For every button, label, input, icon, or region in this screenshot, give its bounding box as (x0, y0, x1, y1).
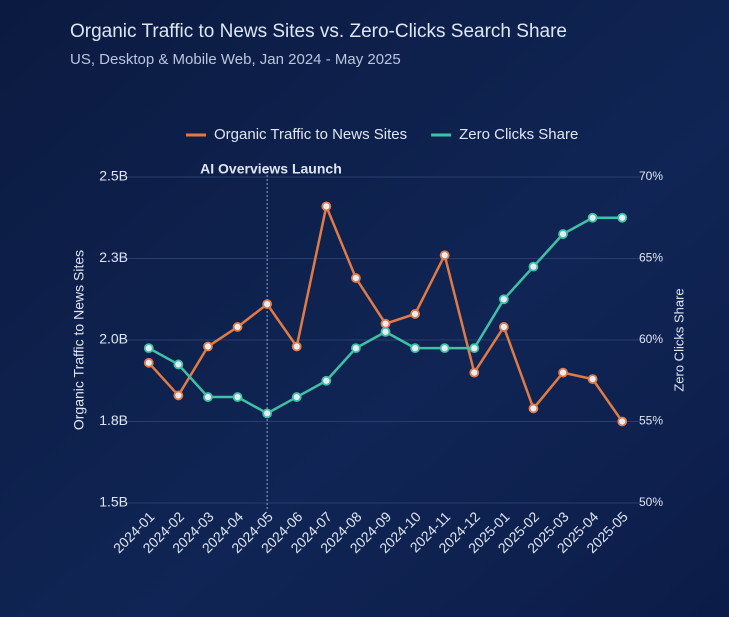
data-point (232, 392, 243, 402)
data-point (617, 416, 628, 427)
y-tick-label: 1.8B (99, 412, 128, 428)
y2-tick-label: 65% (639, 251, 663, 265)
data-point (291, 341, 302, 352)
data-point (203, 341, 213, 352)
y2-axis-label: Zero Clicks Share (671, 288, 686, 391)
data-point (439, 343, 450, 354)
data-point (173, 359, 184, 370)
data-point (558, 367, 568, 378)
y-tick-label: 1.5B (99, 494, 128, 510)
chart-title: Organic Traffic to News Sites vs. Zero-C… (70, 21, 567, 42)
data-point (587, 374, 598, 385)
data-point (203, 392, 213, 402)
data-point (439, 250, 450, 261)
data-point (558, 229, 568, 239)
y2-tick-label: 50% (639, 495, 663, 509)
y-axis-label: Organic Traffic to News Sites (71, 250, 87, 430)
data-point (410, 343, 420, 354)
data-point (351, 273, 361, 283)
data-point (321, 375, 332, 386)
y-tick-label: 2.3B (99, 249, 128, 265)
data-point (321, 201, 332, 212)
chart-subtitle: US, Desktop & Mobile Web, Jan 2024 - May… (70, 51, 401, 68)
data-point (469, 343, 480, 354)
legend: Organic Traffic to News Sites Zero Clicks… (186, 126, 578, 143)
data-point (262, 408, 273, 419)
data-point (291, 392, 302, 402)
data-point (498, 322, 509, 332)
data-point (380, 326, 391, 337)
legend-label: Organic Traffic to News Sites (214, 126, 407, 143)
annotation-text: AI Overviews Launch (200, 161, 342, 177)
data-point (617, 212, 628, 223)
y-tick-label: 2.5B (99, 168, 128, 184)
data-point (380, 318, 391, 329)
legend-label: Zero Clicks Share (459, 126, 578, 143)
data-point (410, 309, 420, 319)
data-point (469, 367, 480, 378)
data-point (528, 261, 539, 272)
data-point (232, 322, 243, 332)
data-point (262, 299, 273, 310)
data-point (498, 294, 509, 305)
y2-tick-label: 60% (639, 332, 663, 346)
y2-tick-label: 70% (639, 169, 663, 183)
data-point (173, 390, 184, 401)
y2-tick-label: 55% (639, 414, 663, 428)
data-point (587, 212, 598, 223)
data-point (143, 357, 154, 368)
data-point (143, 343, 154, 354)
y-tick-label: 2.0B (99, 331, 128, 347)
data-point (528, 403, 539, 414)
data-point (351, 343, 361, 354)
